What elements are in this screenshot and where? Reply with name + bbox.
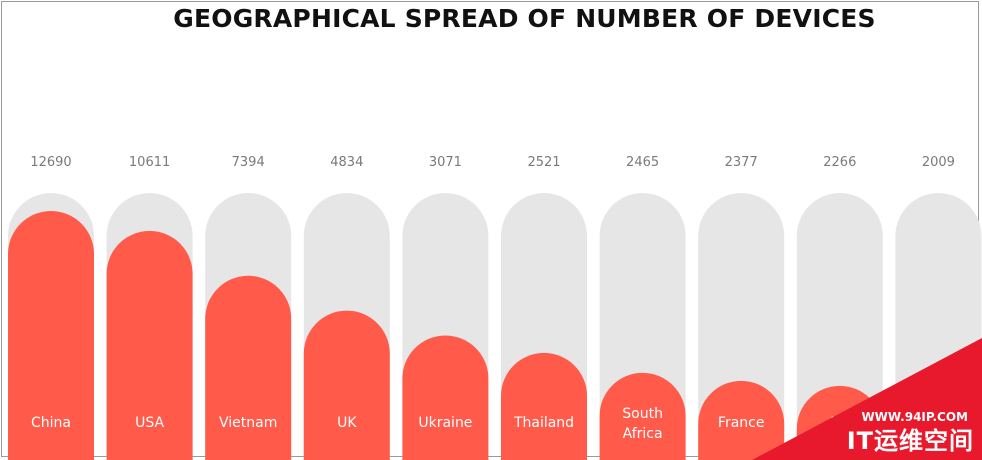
value-label-south-africa: 2465 [626,155,659,170]
bar-usa [106,230,193,460]
value-label-china: 12690 [30,155,71,170]
chart-title: GEOGRAPHICAL SPREAD OF NUMBER OF DEVICES [173,4,876,33]
value-label-uk: 4834 [330,155,363,170]
value-label-vietnam: 7394 [232,155,265,170]
watermark-triangle [752,338,982,460]
value-label-thailand: 2521 [527,155,560,170]
category-label-thailand: Thailand [513,415,574,431]
value-label-germany: 2009 [922,155,955,170]
category-label-vietnam: Vietnam [219,415,277,431]
bar-south-africa [599,372,686,460]
watermark-corner: WWW.94IP.COM IT运维空间 [742,338,982,460]
category-label-usa: USA [135,415,164,431]
category-label-uk: UK [337,415,357,431]
value-label-ukraine: 3071 [429,155,462,170]
value-label-netherlands: 2266 [823,155,856,170]
bar-vietnam [205,275,292,460]
value-label-usa: 10611 [129,155,170,170]
bar-uk [303,310,390,460]
category-label-france: France [718,415,765,431]
category-label-south-africa-1: South [622,406,663,422]
category-label-ukraine: Ukraine [418,415,472,431]
bar-ukraine [402,335,489,460]
bar-france [698,380,785,460]
bar-china [8,211,94,460]
bar-thailand [501,352,587,460]
category-label-china: China [31,415,71,431]
value-label-france: 2377 [725,155,758,170]
category-label-south-africa-2: Africa [623,426,663,442]
watermark-url: WWW.94IP.COM [861,410,968,424]
watermark-brand: IT运维空间 [846,427,974,455]
